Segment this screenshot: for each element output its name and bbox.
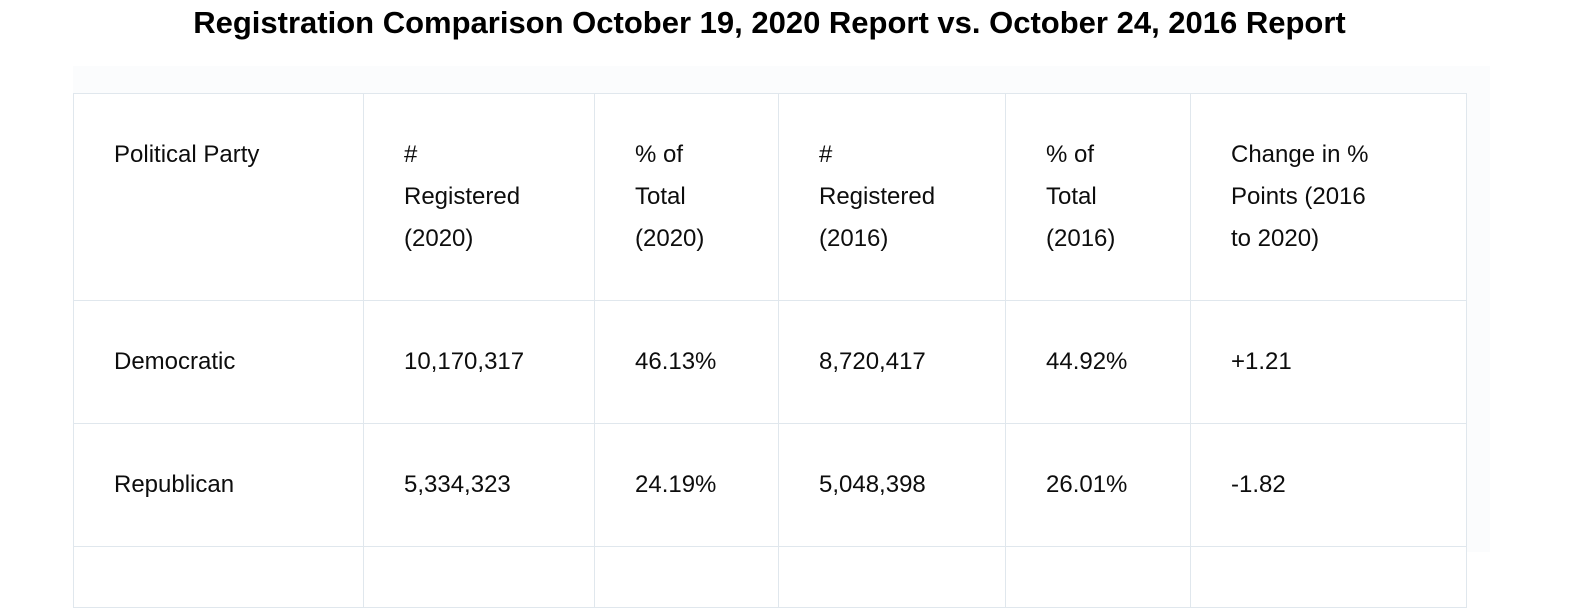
- header-line: Registered: [404, 183, 521, 210]
- table-row-democratic: Democratic 10,170,317 46.13% 8,720,417 4…: [73, 300, 1467, 424]
- column-header-pct-total-2016: % of Total (2016): [1005, 93, 1191, 301]
- cell-republican-change-points: -1.82: [1190, 423, 1467, 547]
- header-line: (2020): [635, 225, 705, 252]
- cell-democratic-registered-2020: 10,170,317: [363, 300, 595, 424]
- partial-cell: [363, 546, 595, 608]
- header-line: (2016): [819, 225, 889, 252]
- header-line: (2020): [404, 225, 474, 252]
- header-line: Points (2016: [1231, 183, 1366, 210]
- header-line: #: [819, 141, 833, 168]
- cell-republican-party: Republican: [73, 423, 364, 547]
- column-header-change-pct-points: Change in % Points (2016 to 2020): [1190, 93, 1467, 301]
- partial-cell: [73, 546, 364, 608]
- partial-cell: [1190, 546, 1467, 608]
- page-title: Registration Comparison October 19, 2020…: [193, 5, 1346, 40]
- cell-democratic-pct-total-2016: 44.92%: [1005, 300, 1191, 424]
- partial-cell: [778, 546, 1006, 608]
- report-page: Registration Comparison October 19, 2020…: [73, 5, 1467, 608]
- registration-comparison-table: Political Party # Registered (2020) % of…: [73, 93, 1467, 608]
- header-line: (2016): [1046, 225, 1116, 252]
- header-line: % of: [1046, 141, 1095, 168]
- partial-cell: [1005, 546, 1191, 608]
- column-header-registered-2020: # Registered (2020): [363, 93, 595, 301]
- header-row: Political Party # Registered (2020) % of…: [73, 93, 1467, 301]
- cell-republican-pct-total-2016: 26.01%: [1005, 423, 1191, 547]
- cell-democratic-registered-2016: 8,720,417: [778, 300, 1006, 424]
- partial-next-row: [73, 546, 1467, 608]
- header-line: Total: [1046, 183, 1097, 210]
- header-line: Registered: [819, 183, 936, 210]
- column-header-pct-total-2020: % of Total (2020): [594, 93, 779, 301]
- registration-table-container: Political Party # Registered (2020) % of…: [73, 93, 1467, 608]
- cell-republican-pct-total-2020: 24.19%: [594, 423, 779, 547]
- column-header-registered-2016: # Registered (2016): [778, 93, 1006, 301]
- partial-cell: [594, 546, 779, 608]
- header-line: #: [404, 141, 418, 168]
- cell-republican-registered-2020: 5,334,323: [363, 423, 595, 547]
- header-line: % of: [635, 141, 684, 168]
- table-row-republican: Republican 5,334,323 24.19% 5,048,398 26…: [73, 423, 1467, 547]
- header-line: to 2020): [1231, 225, 1320, 252]
- header-line: Political Party: [114, 141, 260, 168]
- column-header-political-party: Political Party: [73, 93, 364, 301]
- cell-democratic-pct-total-2020: 46.13%: [594, 300, 779, 424]
- cell-republican-registered-2016: 5,048,398: [778, 423, 1006, 547]
- cell-democratic-party: Democratic: [73, 300, 364, 424]
- header-line: Change in %: [1231, 141, 1369, 168]
- header-line: Total: [635, 183, 686, 210]
- cell-democratic-change-points: +1.21: [1190, 300, 1467, 424]
